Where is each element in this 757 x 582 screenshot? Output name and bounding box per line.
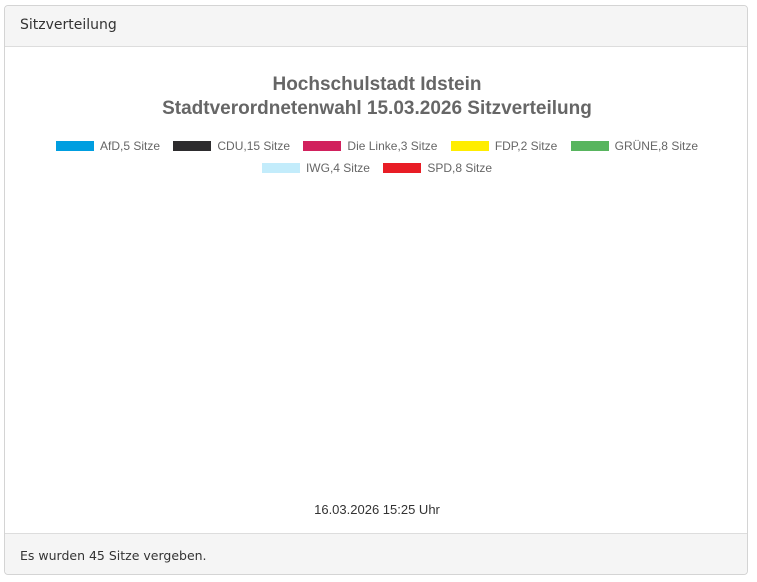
legend-swatch xyxy=(450,141,489,151)
legend-label: IWG,4 Sitze xyxy=(305,161,370,175)
panel-footer: Es wurden 45 Sitze vergeben. xyxy=(5,533,747,574)
legend-swatch xyxy=(570,141,609,151)
legend-swatch xyxy=(261,163,300,173)
legend-item-iwg[interactable]: IWG,4 Sitze xyxy=(261,161,370,175)
legend-swatch xyxy=(383,163,422,173)
legend-item-fdp[interactable]: FDP,2 Sitze xyxy=(450,139,558,153)
chart-timestamp: 16.03.2026 15:25 Uhr xyxy=(314,502,440,517)
legend-swatch xyxy=(303,141,342,151)
chart-subtitle: Stadtverordnetenwahl 15.03.2026 Sitzvert… xyxy=(162,98,592,119)
legend-label: GRÜNE,8 Sitze xyxy=(614,139,698,153)
legend-label: CDU,15 Sitze xyxy=(217,139,291,153)
panel-header: Sitzverteilung xyxy=(5,6,747,47)
legend-swatch xyxy=(173,141,212,151)
legend-row-1: AfD,5 Sitze CDU,15 Sitze Die Linke,3 Sit… xyxy=(5,139,749,153)
legend-item-cdu[interactable]: CDU,15 Sitze xyxy=(173,139,290,153)
legend-item-gruene[interactable]: GRÜNE,8 Sitze xyxy=(570,139,698,153)
legend-label: FDP,2 Sitze xyxy=(494,139,558,153)
legend-item-afd[interactable]: AfD,5 Sitze xyxy=(56,139,160,153)
legend-swatch xyxy=(56,141,94,151)
legend-label: SPD,8 Sitze xyxy=(427,161,493,175)
legend-label: Die Linke,3 Sitze xyxy=(347,139,438,153)
legend-label: AfD,5 Sitze xyxy=(100,139,161,153)
chart-title: Hochschulstadt Idstein xyxy=(272,74,482,95)
legend-item-spd[interactable]: SPD,8 Sitze xyxy=(383,161,492,175)
legend-row-2: IWG,4 Sitze SPD,8 Sitze xyxy=(5,161,749,175)
seat-distribution-panel: Sitzverteilung Hochschulstadt Idstein St… xyxy=(4,5,748,575)
legend-item-die-linke[interactable]: Die Linke,3 Sitze xyxy=(303,139,437,153)
